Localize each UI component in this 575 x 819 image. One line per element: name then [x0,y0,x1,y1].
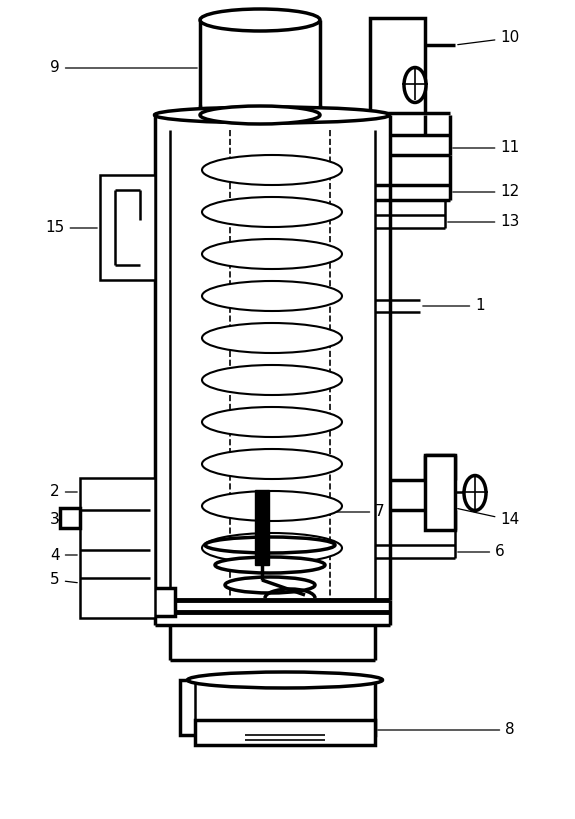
Ellipse shape [404,67,426,102]
Ellipse shape [200,9,320,31]
Bar [370,18,425,113]
Ellipse shape [187,672,382,688]
Ellipse shape [202,407,342,437]
Bar [100,175,155,280]
Text: 8: 8 [378,722,515,737]
Ellipse shape [202,155,342,185]
Text: 9: 9 [50,61,197,75]
Text: 14: 14 [458,509,520,527]
Ellipse shape [200,106,320,124]
Ellipse shape [155,107,389,123]
Bar [255,490,269,565]
Ellipse shape [202,239,342,269]
Bar [145,588,175,616]
Ellipse shape [225,577,315,593]
Text: 3: 3 [50,513,60,527]
Text: 15: 15 [45,220,97,236]
Ellipse shape [202,449,342,479]
Text: 12: 12 [453,184,520,200]
Ellipse shape [202,197,342,227]
Bar [180,680,375,735]
Bar [195,720,375,745]
Ellipse shape [202,533,342,563]
Text: 6: 6 [458,545,505,559]
Ellipse shape [464,476,486,510]
Ellipse shape [205,537,335,553]
Ellipse shape [202,491,342,521]
Text: 7: 7 [333,505,385,519]
Bar [60,508,80,528]
Text: 4: 4 [50,547,77,563]
Text: 1: 1 [423,298,485,314]
Ellipse shape [202,323,342,353]
Text: 10: 10 [458,30,520,46]
Bar [425,455,455,530]
Text: 5: 5 [50,572,77,587]
Ellipse shape [202,281,342,311]
Ellipse shape [202,365,342,395]
Text: 13: 13 [448,215,520,229]
Ellipse shape [215,557,325,573]
Bar [80,478,155,618]
Text: 11: 11 [453,141,520,156]
Text: 2: 2 [50,485,77,500]
